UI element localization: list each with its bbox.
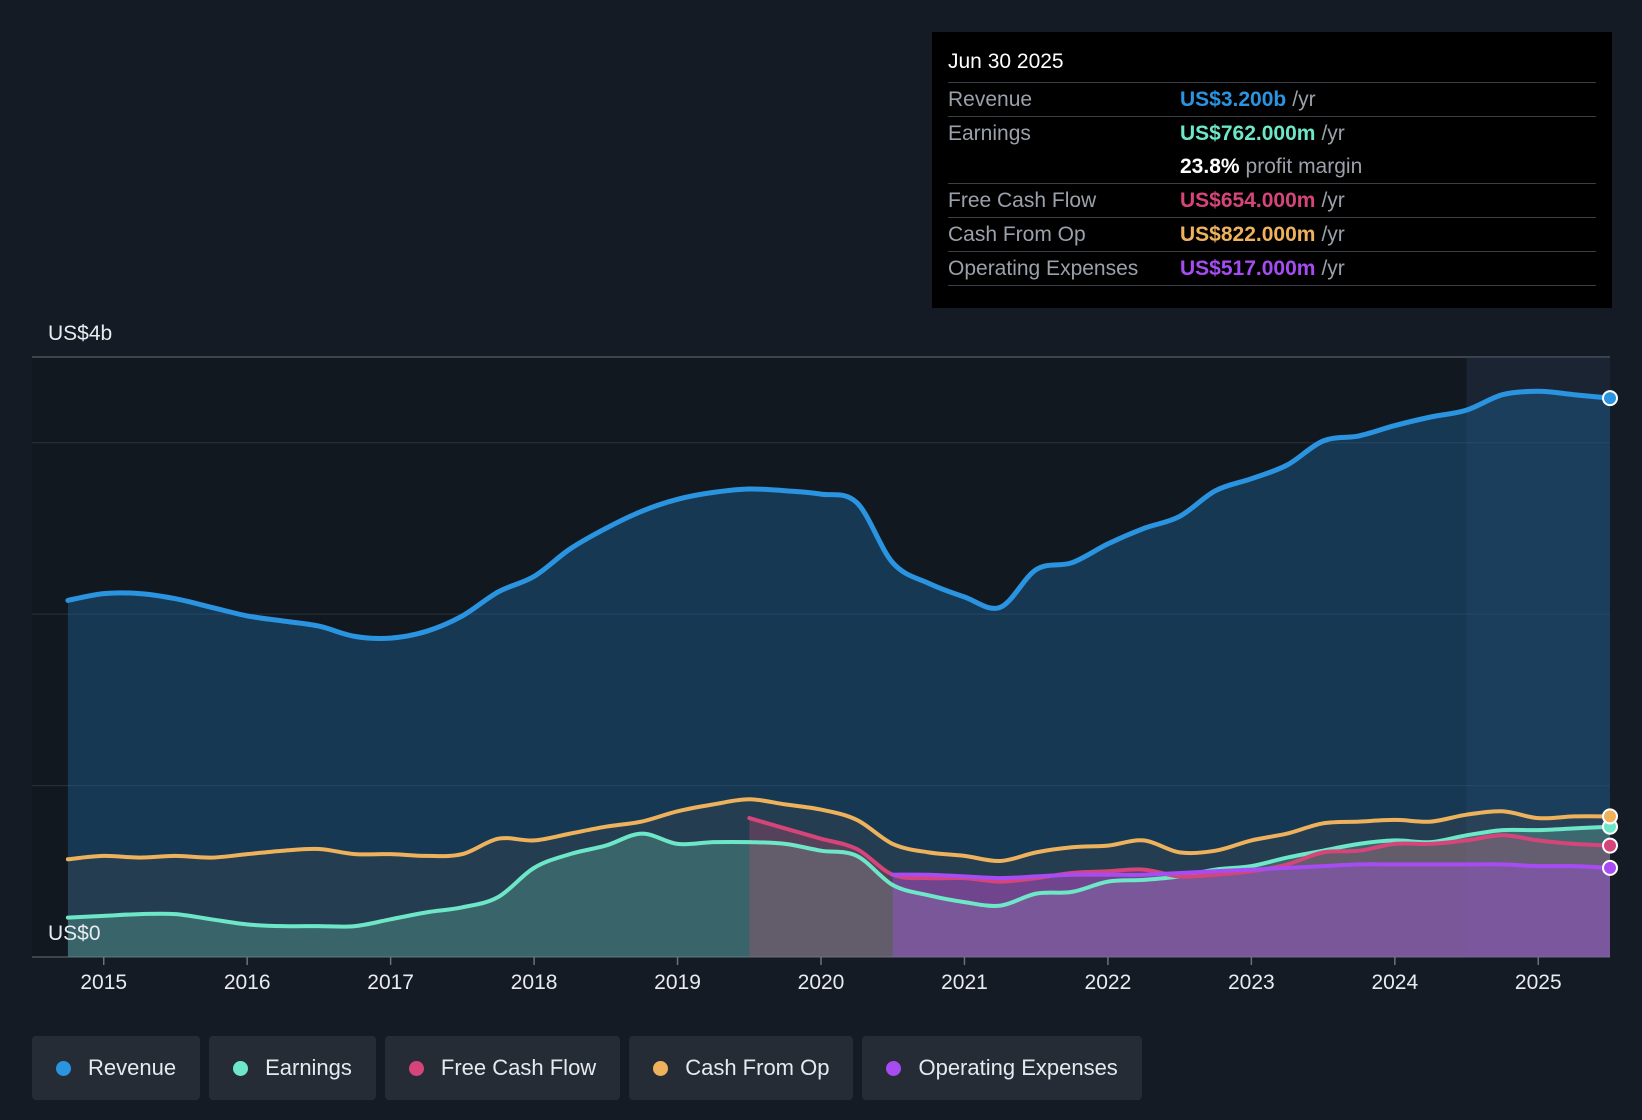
tooltip-value: US$3.200b <box>1180 88 1287 111</box>
legend-item-revenue[interactable]: Revenue <box>32 1036 201 1100</box>
x-tick-label: 2022 <box>1085 971 1132 994</box>
x-tick-label: 2021 <box>941 971 988 994</box>
tooltip-value: US$517.000m <box>1180 257 1316 280</box>
x-tick-label: 2016 <box>224 971 271 994</box>
earnings-line <box>65 824 1612 929</box>
x-tick-label: 2020 <box>798 971 845 994</box>
tooltip-date: Jun 30 2025 <box>948 48 1596 83</box>
x-tick-label: 2017 <box>367 971 414 994</box>
tooltip-unit: /yr <box>1321 223 1345 246</box>
tooltip-row-cash-from-op: Cash From Op US$822.000m /yr <box>948 218 1596 252</box>
operating-expenses-line <box>890 862 1612 881</box>
profit-margin-value: 23.8% <box>1180 155 1240 178</box>
operating-expenses-area <box>892 864 1610 957</box>
cash-from-op-endpoint <box>1602 808 1618 825</box>
legend-label: Revenue <box>88 1055 177 1080</box>
y-axis-bottom-label: US$0 <box>48 922 101 945</box>
x-tick-label: 2015 <box>80 971 127 994</box>
revenue-dot-icon <box>56 1060 71 1076</box>
tooltip-unit: /yr <box>1321 189 1345 212</box>
tooltip-unit: /yr <box>1321 257 1345 280</box>
tooltip-label: Cash From Op <box>948 223 1086 246</box>
profit-margin-text: profit margin <box>1245 155 1363 178</box>
legend-item-operating-expenses[interactable]: Operating Expenses <box>862 1036 1142 1100</box>
plot-background <box>32 357 1610 957</box>
legend-item-earnings[interactable]: Earnings <box>209 1036 376 1100</box>
x-tick-label: 2024 <box>1371 971 1418 994</box>
tooltip-row-operating-expenses: Operating Expenses US$517.000m /yr <box>948 252 1596 286</box>
x-tick-label: 2023 <box>1228 971 1275 994</box>
revenue-area <box>67 391 1610 957</box>
y-axis-top-label: US$4b <box>48 322 112 345</box>
tooltip-unit: /yr <box>1292 88 1316 111</box>
cash-from-op-area <box>67 799 1610 957</box>
free-cash-flow-dot-icon <box>408 1060 424 1076</box>
free-cash-flow-endpoint <box>1602 837 1618 854</box>
tooltip-unit: /yr <box>1321 122 1345 145</box>
series-lines <box>65 388 1613 929</box>
tooltip-label: Revenue <box>948 88 1033 111</box>
earnings-dot-icon <box>233 1060 249 1076</box>
tooltip-value: US$762.000m <box>1180 122 1316 145</box>
tooltip-row-free-cash-flow: Free Cash Flow US$654.000m /yr <box>948 184 1596 218</box>
series-areas <box>67 391 1610 957</box>
legend: Revenue Earnings Free Cash Flow Cash Fro… <box>32 1036 1142 1100</box>
x-axis: 2015 2016 2017 2018 2019 2020 2021 2022 2023 2024… <box>80 957 1562 994</box>
legend-label: Operating Expenses <box>918 1055 1118 1080</box>
recent-period-shade <box>1466 357 1610 957</box>
operating-expenses-endpoint <box>1602 859 1618 876</box>
tooltip-value: US$822.000m <box>1180 223 1316 246</box>
legend-label: Earnings <box>265 1055 352 1080</box>
legend-label: Cash From Op <box>685 1055 830 1080</box>
legend-label: Free Cash Flow <box>440 1055 597 1080</box>
earnings-area <box>67 826 1610 957</box>
cash-from-op-line <box>65 797 1612 864</box>
legend-item-free-cash-flow[interactable]: Free Cash Flow <box>384 1036 621 1100</box>
gridlines <box>32 356 1610 958</box>
tooltip-row-revenue: Revenue US$3.200b /yr <box>948 83 1596 117</box>
tooltip-label: Earnings <box>948 122 1031 145</box>
tooltip-label: Free Cash Flow <box>948 189 1097 212</box>
revenue-line <box>65 388 1613 641</box>
x-tick-label: 2019 <box>654 971 701 994</box>
free-cash-flow-area <box>749 818 1610 957</box>
tooltip-value: US$654.000m <box>1180 189 1316 212</box>
revenue-endpoint <box>1602 390 1618 407</box>
operating-expenses-dot-icon <box>886 1060 902 1076</box>
tooltip-row-profit-margin: 23.8% profit margin <box>948 150 1596 184</box>
cash-from-op-dot-icon <box>653 1060 669 1076</box>
series-endpoints <box>1602 390 1618 876</box>
tooltip-row-earnings: Earnings US$762.000m /yr <box>948 117 1596 150</box>
tooltip-panel: Jun 30 2025 Revenue US$3.200b /yr Earnin… <box>932 32 1612 308</box>
x-tick-label: 2018 <box>511 971 558 994</box>
tooltip-label: Operating Expenses <box>948 257 1139 280</box>
x-tick-label: 2025 <box>1515 971 1562 994</box>
legend-item-cash-from-op[interactable]: Cash From Op <box>629 1036 854 1100</box>
